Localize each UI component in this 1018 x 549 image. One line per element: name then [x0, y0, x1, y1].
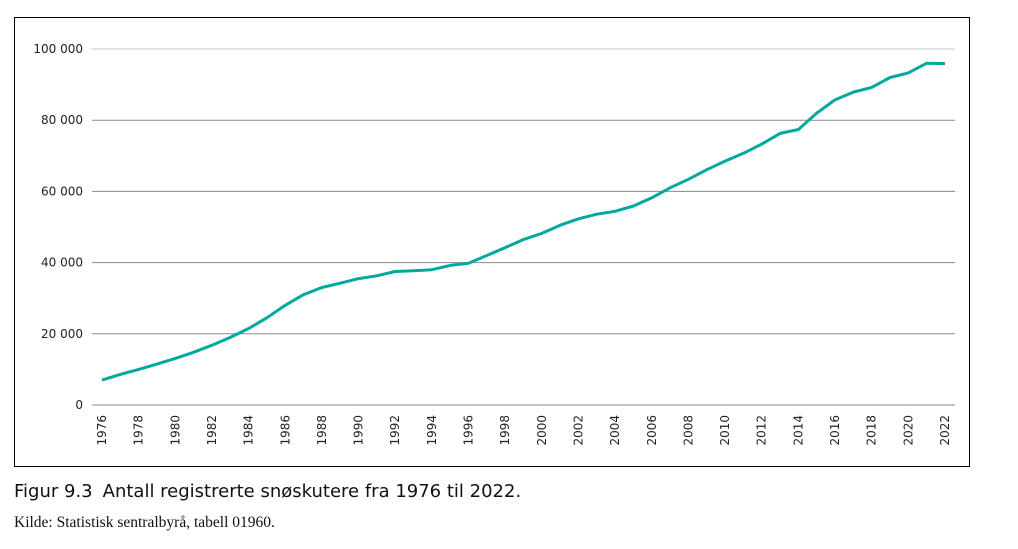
x-tick-label: 2014 — [791, 415, 805, 446]
x-tick-label: 2022 — [938, 415, 952, 446]
x-tick-label: 2008 — [681, 415, 695, 446]
y-tick-label: 100 000 — [33, 42, 83, 56]
x-tick-label: 1976 — [95, 415, 109, 446]
x-tick-label: 2020 — [901, 415, 915, 446]
x-tick-label: 1986 — [278, 415, 292, 446]
y-tick-label: 20 000 — [41, 327, 83, 341]
x-tick-label: 1996 — [462, 415, 476, 446]
x-tick-label: 1980 — [168, 415, 182, 446]
y-axis-ticks: 0 20 000 40 000 60 000 80 000 100 000 — [33, 42, 83, 412]
x-tick-label: 2000 — [535, 415, 549, 446]
x-tick-label: 1998 — [498, 415, 512, 446]
y-tick-label: 60 000 — [41, 184, 83, 198]
y-tick-label: 0 — [75, 398, 83, 412]
x-tick-label: 1992 — [388, 415, 402, 446]
x-tick-label: 1994 — [425, 415, 439, 446]
x-tick-label: 1990 — [352, 415, 366, 446]
x-axis-ticks: 1976 1978 1980 1982 1984 1986 1988 1990 1992 1994… — [95, 415, 952, 446]
x-tick-label: 2018 — [865, 415, 879, 446]
source-note: Kilde: Statistisk sentralbyrå, tabell 01… — [14, 514, 275, 531]
chart-frame — [14, 17, 970, 467]
figure-number: Figur 9.3 — [14, 481, 93, 502]
series-line — [101, 61, 946, 382]
figure-caption: Figur 9.3 Antall registrerte snøskutere f… — [14, 481, 521, 502]
x-tick-label: 2010 — [718, 415, 732, 446]
gridlines — [92, 48, 955, 406]
y-tick-label: 80 000 — [41, 113, 83, 127]
x-tick-label: 2004 — [608, 415, 622, 446]
x-tick-label: 1984 — [242, 415, 256, 446]
x-tick-label: 2002 — [571, 415, 585, 446]
x-tick-label: 1982 — [205, 415, 219, 446]
x-tick-label: 2012 — [755, 415, 769, 446]
y-tick-label: 40 000 — [41, 256, 83, 270]
x-tick-label: 1988 — [315, 415, 329, 446]
chart-title: Antall registrerte snøskutere fra 1976 t… — [102, 481, 522, 502]
x-tick-label: 2016 — [828, 415, 842, 446]
x-tick-label: 2006 — [645, 415, 659, 446]
x-tick-label: 1978 — [132, 415, 146, 446]
